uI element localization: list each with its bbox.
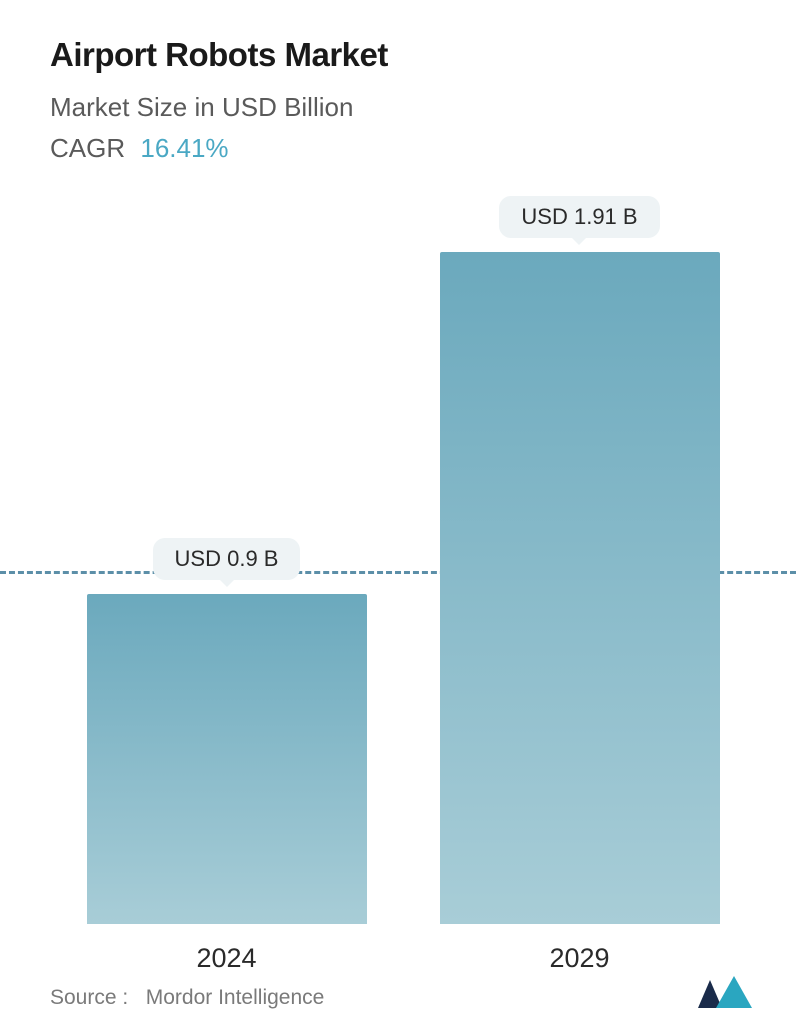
brand-logo-icon xyxy=(696,974,756,1010)
x-tick-1: 2029 xyxy=(440,943,720,974)
source-label: Source : xyxy=(50,986,128,1009)
bar-col-0: USD 0.9 B xyxy=(87,538,367,924)
bar-1 xyxy=(440,252,720,924)
cagr-label: CAGR xyxy=(50,133,125,163)
source-text: Source : Mordor Intelligence xyxy=(50,986,324,1010)
x-axis: 2024 2029 xyxy=(50,943,756,974)
chart-title: Airport Robots Market xyxy=(50,36,756,74)
bar-0 xyxy=(87,594,367,924)
source-value: Mordor Intelligence xyxy=(146,986,325,1009)
chart-area: USD 0.9 B USD 1.91 B 2024 2029 xyxy=(50,194,756,1034)
logo-right-shape xyxy=(716,976,752,1008)
x-tick-0: 2024 xyxy=(87,943,367,974)
cagr-row: CAGR 16.41% xyxy=(50,133,756,164)
chart-subtitle: Market Size in USD Billion xyxy=(50,92,756,123)
bar-col-1: USD 1.91 B xyxy=(440,196,720,924)
cagr-value: 16.41% xyxy=(140,133,228,163)
value-label-1: USD 1.91 B xyxy=(499,196,659,238)
bars-wrap: USD 0.9 B USD 1.91 B xyxy=(50,194,756,924)
footer: Source : Mordor Intelligence xyxy=(50,974,756,1010)
value-label-0: USD 0.9 B xyxy=(153,538,301,580)
